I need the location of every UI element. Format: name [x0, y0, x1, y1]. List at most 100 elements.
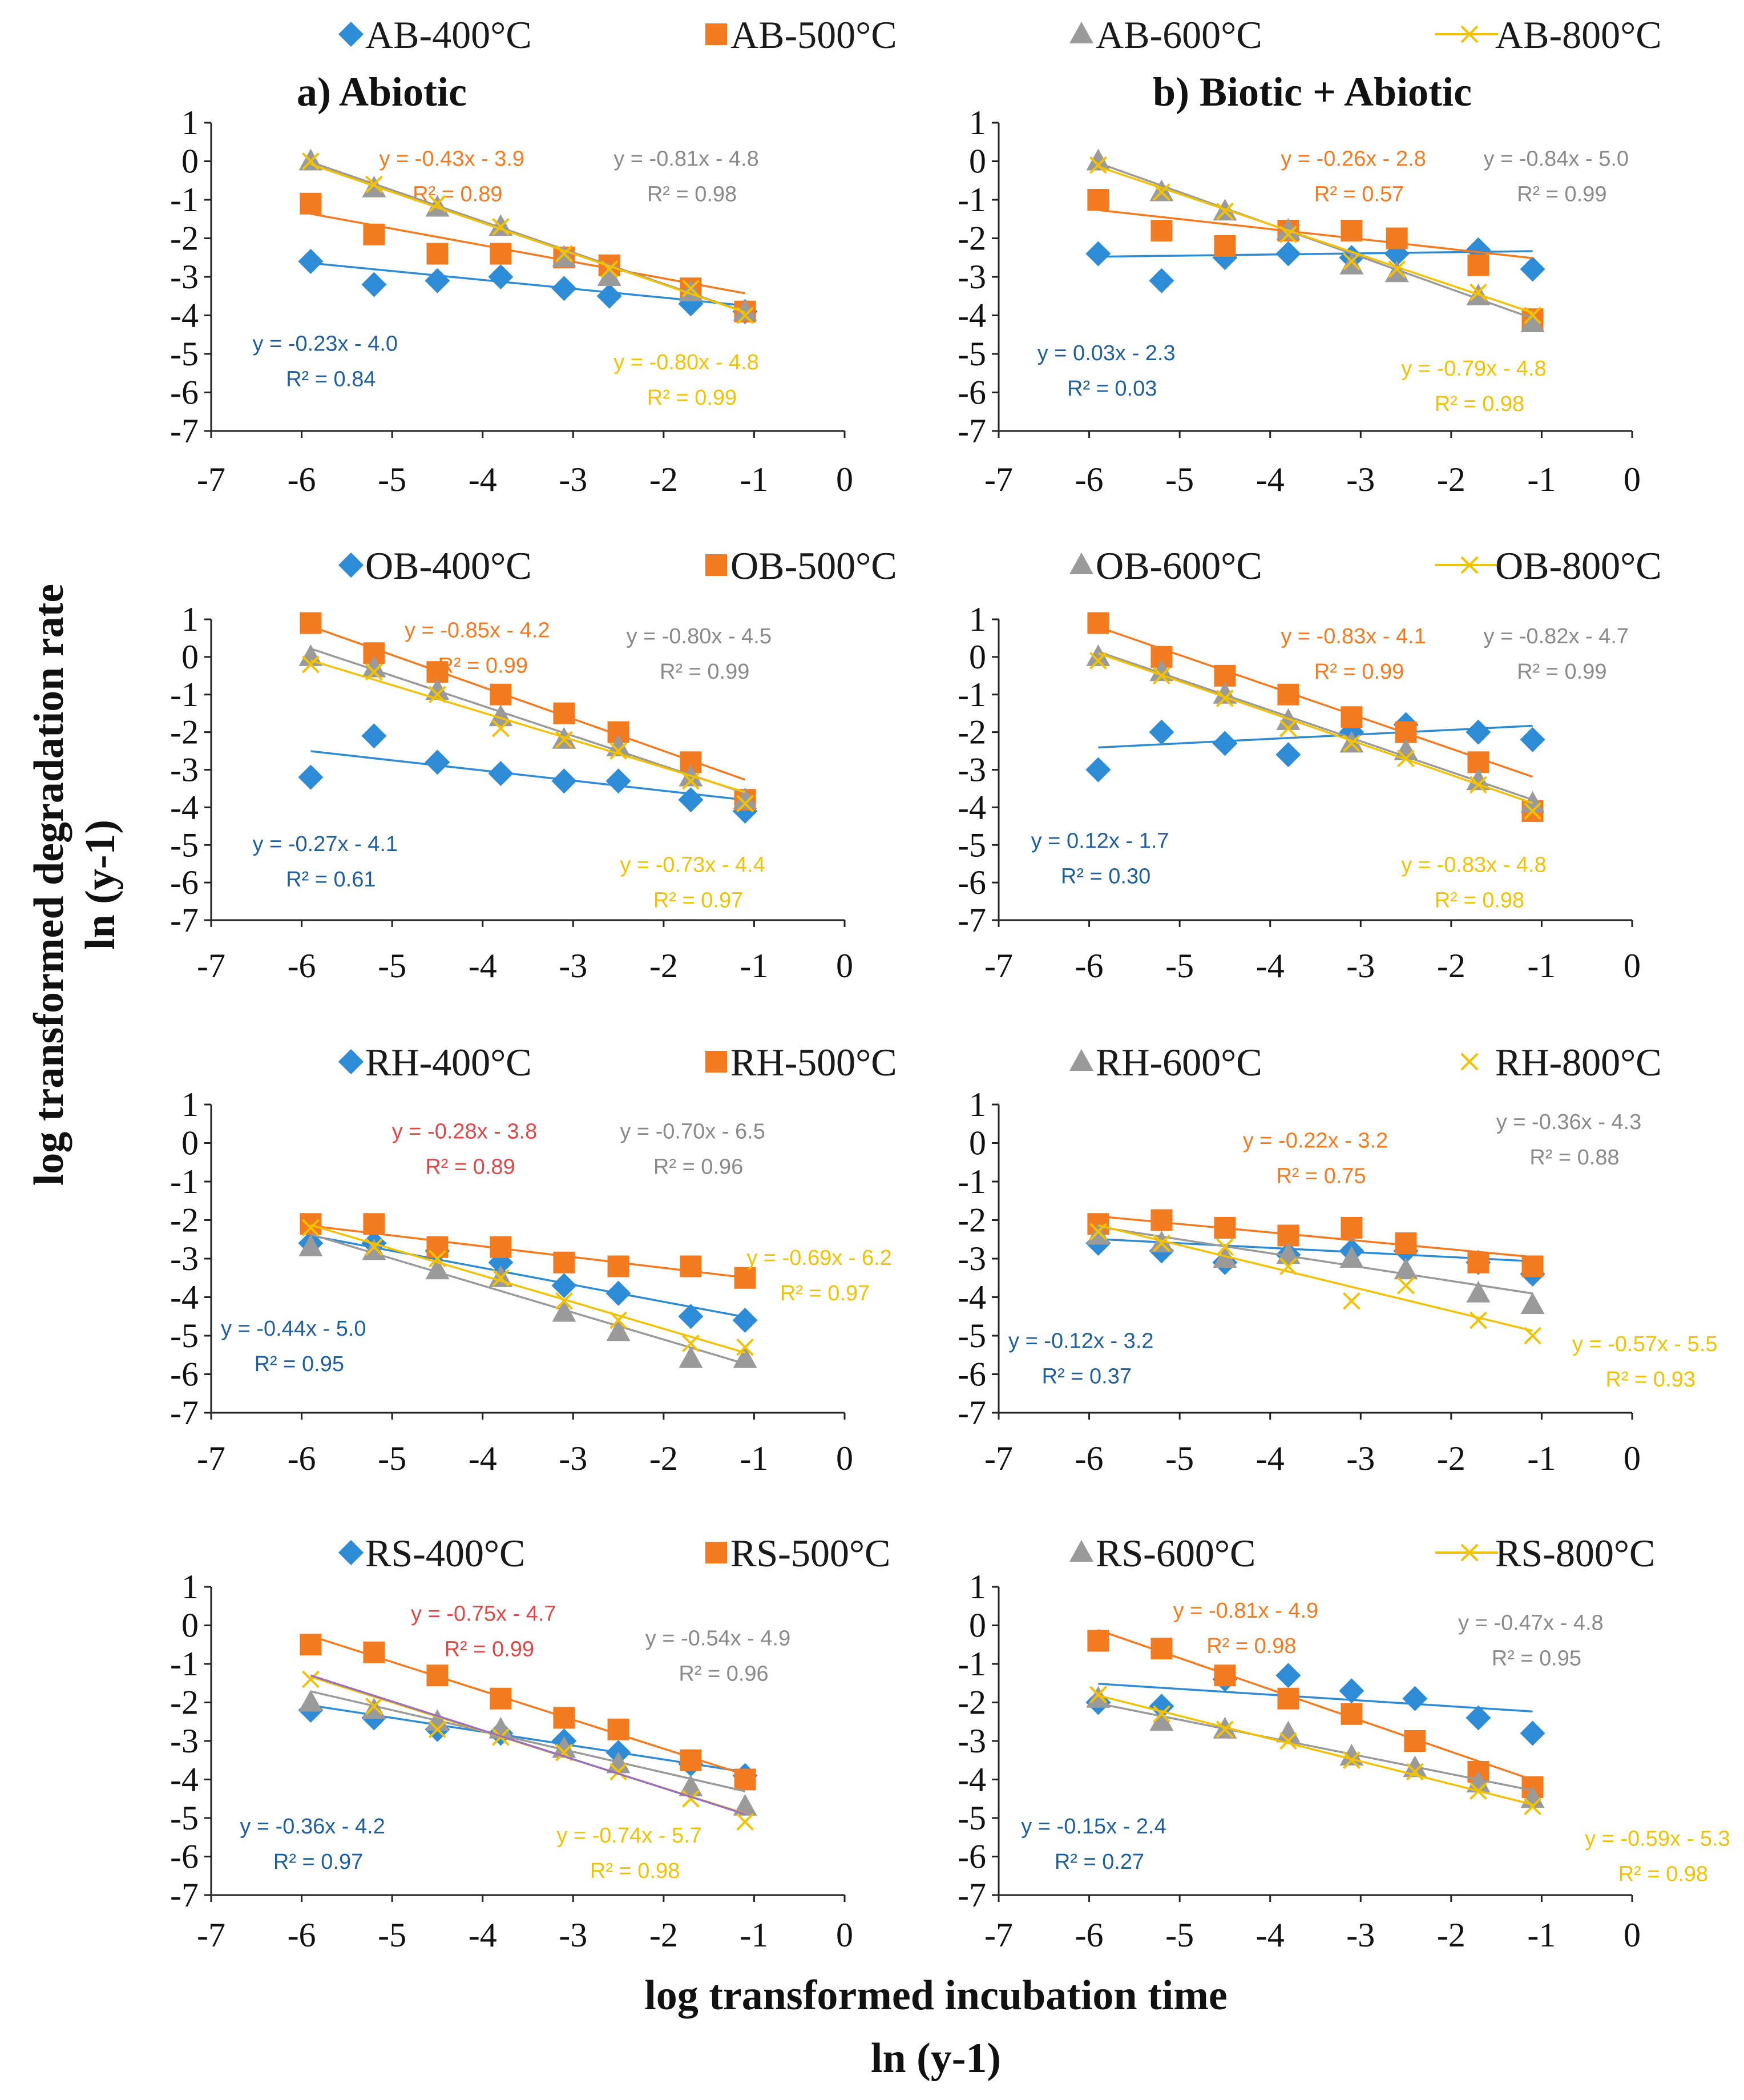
y-tick-label: -6	[958, 374, 986, 412]
legend-item: RH-600°C	[1069, 1041, 1262, 1084]
y-tick-label: 1	[181, 600, 199, 638]
data-point	[682, 1335, 700, 1352]
series-RS-600°C: y = -0.54x - 4.9 R² = 0.96	[298, 1627, 790, 1816]
y-tick-label: -7	[958, 1394, 986, 1432]
data-point	[1277, 683, 1299, 706]
data-point	[488, 761, 514, 787]
legend-item: RS-500°C	[705, 1531, 890, 1575]
legend-marker	[705, 554, 727, 576]
data-point	[606, 1751, 631, 1773]
y-tick-label: -4	[170, 297, 199, 334]
data-point	[302, 1219, 320, 1237]
data-point	[1087, 1630, 1109, 1652]
trend-equation: y = -0.59x - 5.3	[1585, 1827, 1730, 1851]
y-tick-label: -2	[170, 714, 199, 751]
trend-r2: R² = 0.61	[286, 868, 376, 892]
data-point	[1343, 1292, 1361, 1310]
trend-r2: R² = 0.98	[1435, 889, 1524, 913]
data-point	[300, 612, 322, 634]
data-point	[1150, 1209, 1173, 1231]
legend-label: RS-400°C	[365, 1531, 525, 1575]
data-point	[1402, 1686, 1428, 1711]
data-point	[606, 734, 631, 756]
y-tick-label: 1	[969, 1568, 986, 1606]
y-tick-label: 0	[181, 143, 199, 180]
y-tick-label: 1	[181, 1086, 199, 1123]
data-point	[429, 1249, 446, 1268]
data-point	[1521, 1255, 1544, 1277]
legend-marker	[705, 23, 727, 45]
trend-line	[1097, 652, 1533, 804]
y-tick-label: -3	[958, 1722, 986, 1760]
data-point	[553, 1707, 575, 1729]
data-point	[490, 243, 512, 265]
panel-title: b) Biotic + Abiotic	[1153, 69, 1472, 115]
legend-item: OB-400°C	[338, 544, 532, 587]
data-point	[1397, 749, 1415, 768]
data-point	[1339, 1744, 1364, 1766]
trend-line	[310, 1690, 745, 1792]
legend-label: AB-400°C	[365, 13, 532, 57]
x-tick-label: -2	[1437, 1916, 1466, 1954]
legend-label: OB-400°C	[365, 544, 532, 587]
data-point	[492, 719, 510, 737]
panels: -7-6-5-4-3-2-101-7 -6 -5 -4 -3 -2 -1 0a) Abioti…	[170, 13, 1730, 1954]
legend-marker	[338, 553, 364, 578]
x-tick-label: 0	[836, 1440, 853, 1477]
data-point	[1216, 689, 1234, 707]
data-point	[365, 175, 383, 194]
x-tick-label: 0	[836, 1916, 853, 1954]
y-tick-label: -5	[958, 826, 986, 864]
legend-label: RH-400°C	[365, 1041, 532, 1084]
data-point	[1466, 719, 1491, 745]
trend-r2: R² = 0.30	[1061, 865, 1150, 889]
panel-ab-abiotic: -7-6-5-4-3-2-101-7 -6 -5 -4 -3 -2 -1 0a) Abioti…	[170, 69, 853, 498]
trend-equation: y = -0.47x - 4.8	[1458, 1611, 1604, 1635]
x-tick-label: -5	[1165, 947, 1194, 985]
x-tick-label: -6	[288, 1916, 316, 1954]
y-tick-label: -7	[958, 1876, 986, 1914]
x-tick-label: -3	[1346, 1440, 1375, 1477]
trend-equation: y = -0.36x - 4.2	[240, 1815, 385, 1839]
legend-label: OB-800°C	[1495, 544, 1662, 587]
data-point	[425, 1709, 450, 1731]
y-tick-label: 1	[969, 1086, 986, 1123]
x-tick-label: -1	[740, 461, 768, 498]
data-point	[1466, 1705, 1491, 1731]
data-point	[605, 768, 631, 794]
data-point	[1089, 1223, 1107, 1241]
data-point	[425, 678, 450, 700]
y-tick-label: 1	[181, 104, 199, 142]
y-tick-label: -5	[170, 826, 199, 864]
data-point	[1467, 1251, 1489, 1273]
x-tick-label: -4	[1256, 461, 1285, 498]
trend-equation: y = -0.73x - 4.4	[620, 853, 765, 877]
data-point	[736, 307, 754, 324]
trend-equation: y = -0.43x - 3.9	[380, 147, 525, 171]
trend-line	[1098, 209, 1533, 259]
data-point	[736, 795, 754, 813]
trend-equation: y = -0.26x - 2.8	[1281, 147, 1426, 171]
trend-r2: R² = 0.03	[1067, 377, 1157, 401]
y-tick-label: -2	[170, 1684, 199, 1722]
trend-equation: y = -0.74x - 5.7	[556, 1824, 702, 1848]
data-point	[609, 1763, 627, 1781]
data-point	[1339, 1678, 1364, 1704]
legend-label: RS-800°C	[1495, 1531, 1655, 1575]
trend-equation: y = -0.79x - 4.8	[1401, 357, 1547, 381]
data-point	[425, 1257, 450, 1280]
data-point	[1149, 268, 1174, 293]
data-point	[361, 272, 387, 297]
data-point	[426, 243, 449, 265]
legend-item: RH-400°C	[338, 1041, 532, 1084]
data-point	[1214, 1664, 1236, 1687]
y-tick-label: -2	[170, 1202, 199, 1239]
y-tick-label: -3	[958, 258, 986, 296]
y-tick-label: -7	[170, 901, 199, 939]
data-point	[489, 1265, 513, 1287]
data-point	[298, 764, 324, 790]
data-point	[736, 1813, 754, 1831]
trend-line	[310, 163, 746, 313]
trend-r2: R² = 0.97	[653, 889, 743, 913]
data-point	[734, 1768, 756, 1791]
